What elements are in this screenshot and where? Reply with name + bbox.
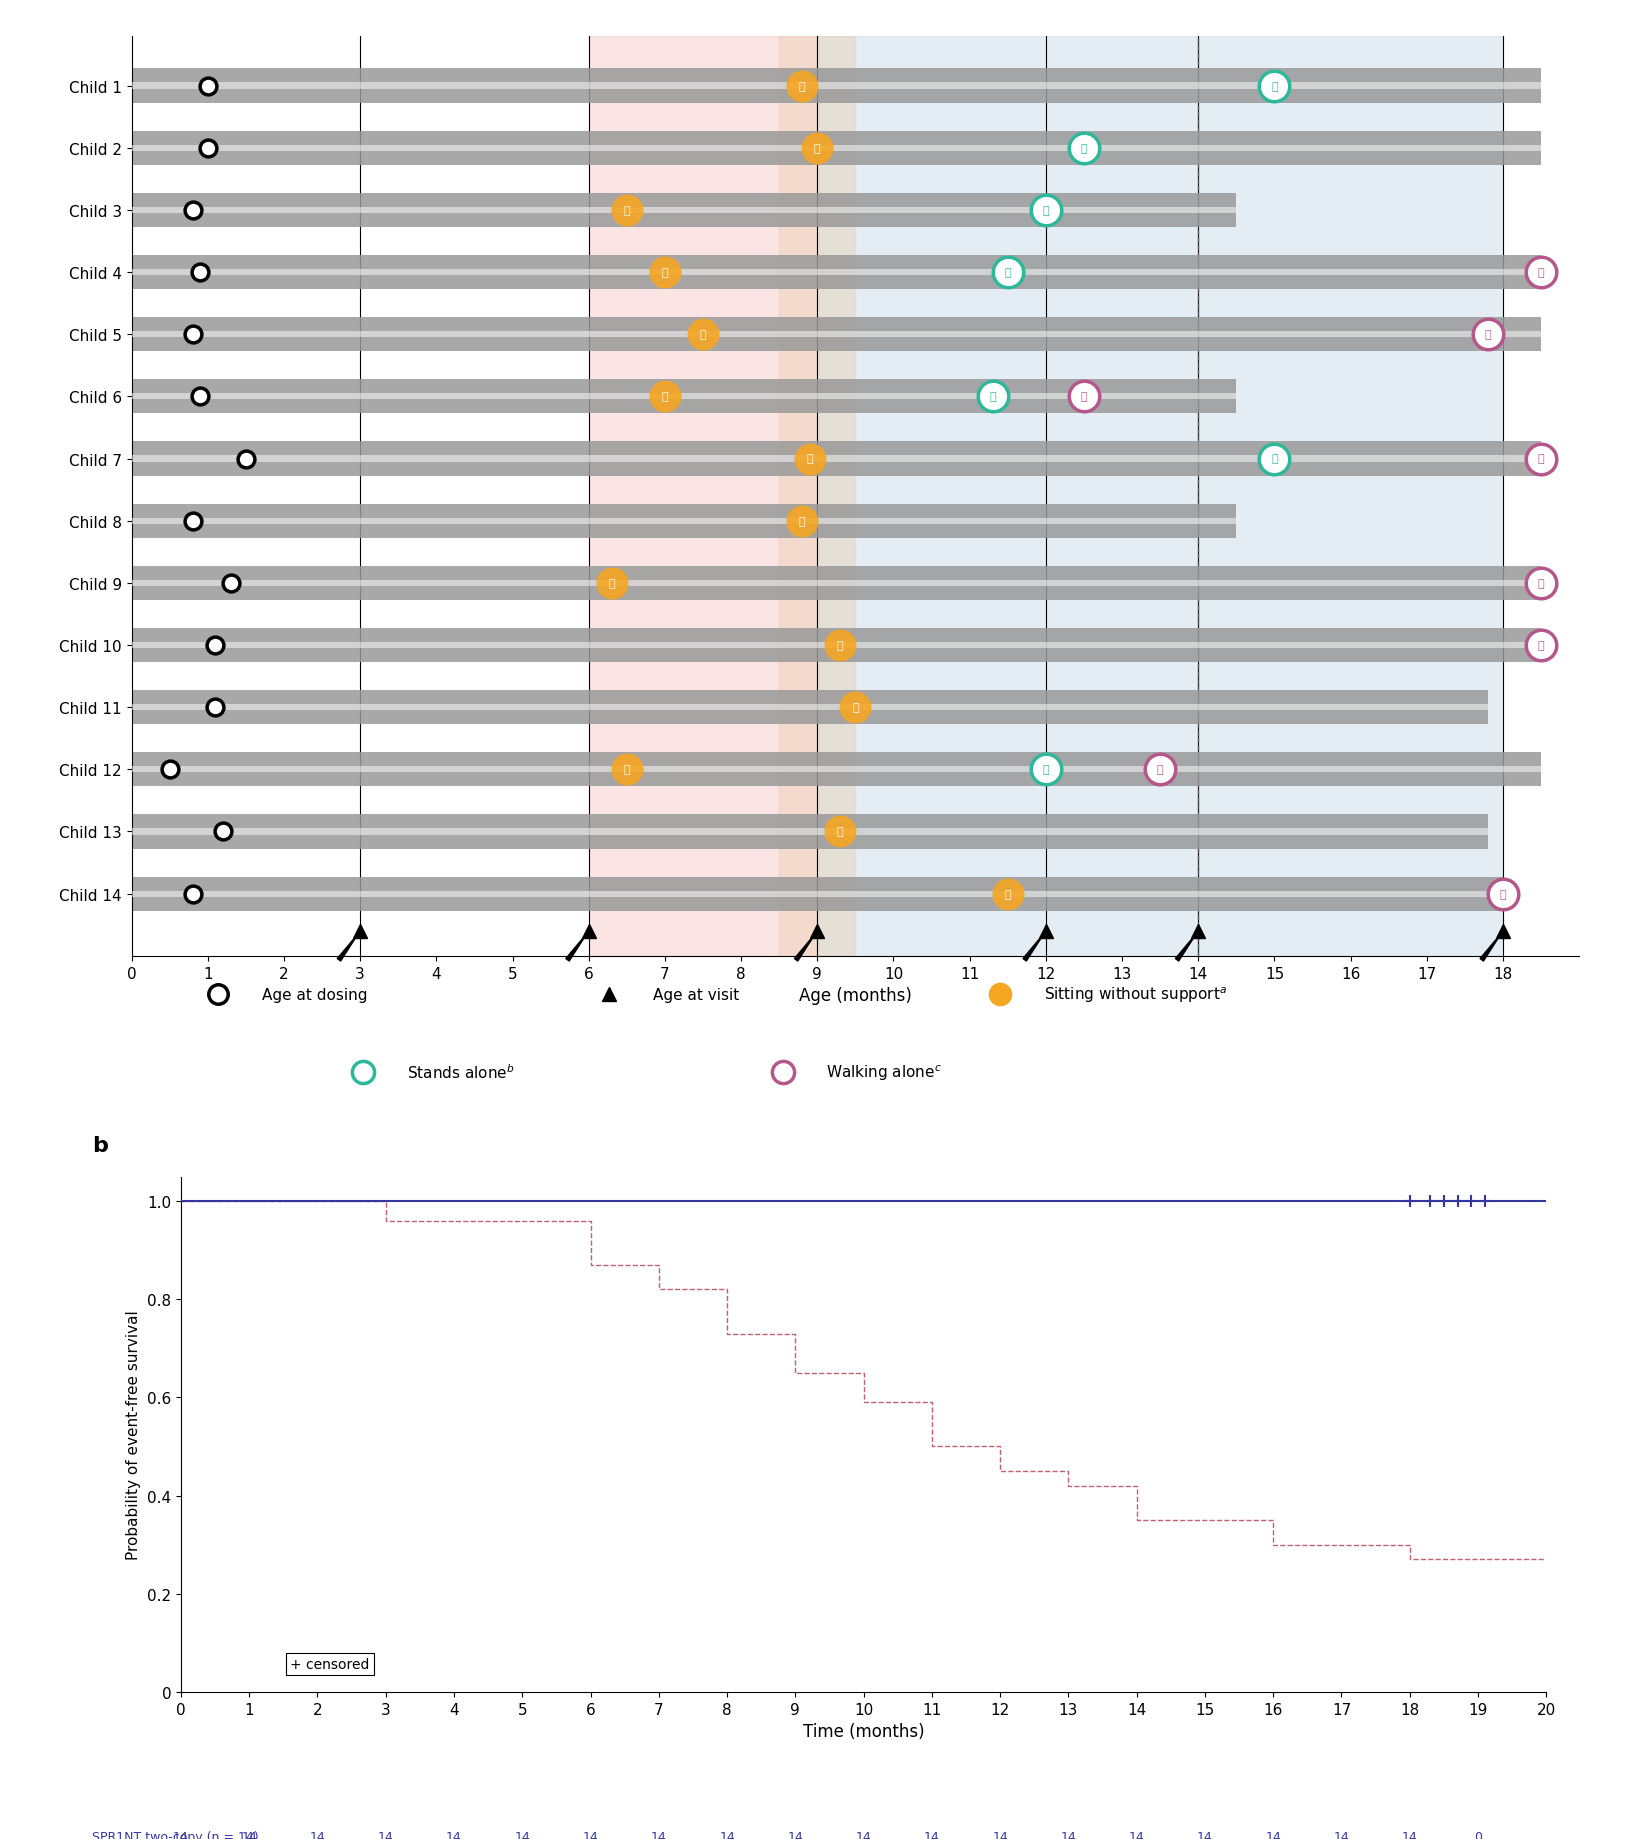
Text: ⛹: ⛹	[1272, 454, 1278, 463]
Text: 0: 0	[1474, 1830, 1482, 1839]
Bar	[818, 37, 1504, 956]
Text: 14: 14	[1198, 1830, 1212, 1839]
X-axis label: Age (months): Age (months)	[799, 986, 911, 1004]
Text: 14: 14	[242, 1830, 257, 1839]
Text: ⛹: ⛹	[852, 702, 859, 714]
Text: 14: 14	[446, 1830, 462, 1839]
Bar	[589, 37, 818, 956]
Text: 14: 14	[992, 1830, 1008, 1839]
Bar	[132, 256, 1541, 291]
Bar	[132, 70, 1541, 103]
Text: ⛹: ⛹	[1500, 888, 1507, 899]
Bar	[132, 456, 1541, 462]
Text: ⛹: ⛹	[1081, 392, 1087, 403]
Text: ⛹: ⛹	[989, 392, 995, 403]
Text: Age at visit: Age at visit	[653, 988, 739, 1002]
Text: ⛹: ⛹	[1538, 640, 1545, 651]
Bar	[132, 767, 1541, 772]
Bar	[132, 270, 1541, 276]
Text: ⛹: ⛹	[1538, 454, 1545, 463]
Bar	[132, 629, 1541, 662]
Y-axis label: Probability of event-free survival: Probability of event-free survival	[127, 1309, 141, 1559]
Text: ⛹: ⛹	[799, 517, 806, 526]
Text: 14: 14	[719, 1830, 735, 1839]
Text: ⛹: ⛹	[837, 828, 844, 837]
Text: ⛹: ⛹	[699, 329, 706, 340]
Bar	[132, 83, 1541, 90]
Text: Walking alone$^c$: Walking alone$^c$	[826, 1063, 943, 1081]
Text: ⛹: ⛹	[1005, 888, 1012, 899]
Text: ⛹: ⛹	[837, 640, 844, 651]
Text: ⛹: ⛹	[661, 392, 668, 403]
Text: Sitting without support$^a$: Sitting without support$^a$	[1043, 986, 1227, 1004]
Text: ⛹: ⛹	[1043, 206, 1050, 215]
Text: ⛹: ⛹	[1005, 268, 1012, 278]
Text: ⛹: ⛹	[1043, 765, 1050, 774]
Bar	[132, 519, 1237, 524]
Text: ⛹: ⛹	[814, 143, 821, 154]
Text: ⛹: ⛹	[1156, 765, 1163, 774]
Text: 14: 14	[1334, 1830, 1349, 1839]
Bar	[132, 829, 1487, 835]
Text: ⛹: ⛹	[799, 81, 806, 92]
Text: 14: 14	[582, 1830, 599, 1839]
Text: ⛹: ⛹	[1272, 81, 1278, 92]
X-axis label: Time (months): Time (months)	[803, 1721, 924, 1740]
Text: 14: 14	[1402, 1830, 1418, 1839]
Text: ⛹: ⛹	[1538, 268, 1545, 278]
Bar	[132, 208, 1237, 213]
Bar	[132, 331, 1541, 338]
Bar	[132, 318, 1541, 351]
Bar	[132, 752, 1541, 787]
Text: + censored: + censored	[290, 1657, 370, 1672]
Bar	[132, 892, 1504, 897]
Text: b: b	[92, 1137, 109, 1155]
Text: 14: 14	[924, 1830, 939, 1839]
Bar	[132, 877, 1504, 912]
Text: 14: 14	[1265, 1830, 1281, 1839]
Text: 14: 14	[309, 1830, 326, 1839]
Text: ⛹: ⛹	[1538, 579, 1545, 588]
Bar	[132, 132, 1541, 166]
Bar	[132, 691, 1487, 725]
Bar	[132, 193, 1237, 228]
Text: ⛹: ⛹	[1484, 329, 1490, 340]
Bar	[132, 642, 1541, 649]
Text: 14: 14	[788, 1830, 803, 1839]
Text: ⛹: ⛹	[609, 579, 615, 588]
Text: 14: 14	[855, 1830, 872, 1839]
Text: Stands alone$^b$: Stands alone$^b$	[406, 1063, 515, 1081]
Text: 14: 14	[651, 1830, 666, 1839]
Bar	[132, 381, 1237, 414]
Text: 14: 14	[1061, 1830, 1076, 1839]
Text: ⛹: ⛹	[661, 268, 668, 278]
Text: 14: 14	[378, 1830, 393, 1839]
Bar	[132, 504, 1237, 539]
Bar	[132, 815, 1487, 850]
Text: 14: 14	[515, 1830, 530, 1839]
Text: 14: 14	[1128, 1830, 1145, 1839]
Text: ⛹: ⛹	[1081, 143, 1087, 154]
Bar	[132, 566, 1541, 601]
Text: ⛹: ⛹	[623, 765, 630, 774]
Text: 14: 14	[173, 1830, 189, 1839]
Bar	[132, 441, 1541, 476]
Bar	[132, 704, 1487, 712]
Bar	[132, 394, 1237, 401]
Bar	[132, 581, 1541, 587]
Text: ⛹: ⛹	[806, 454, 813, 463]
Bar	[132, 145, 1541, 151]
Text: Age at dosing: Age at dosing	[262, 988, 367, 1002]
Text: SPR1NT two-copy (n = 14): SPR1NT two-copy (n = 14)	[92, 1830, 258, 1839]
Text: ⛹: ⛹	[623, 206, 630, 215]
Bar	[780, 37, 855, 956]
